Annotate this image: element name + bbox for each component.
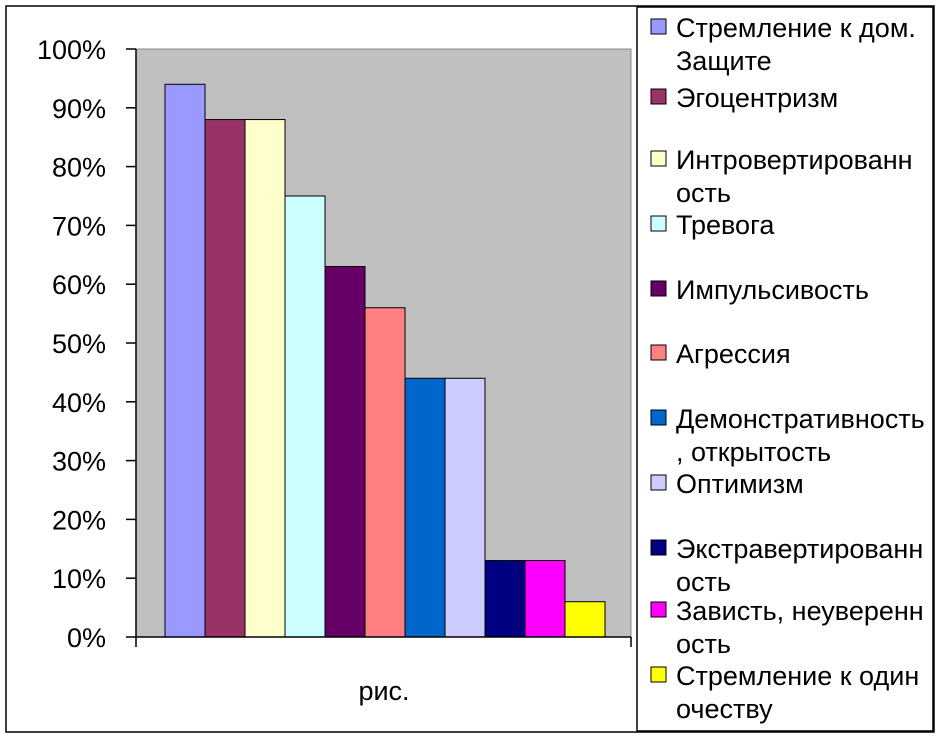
legend: Стремление к дом. Защите Эгоцентризм Интро…	[650, 13, 925, 724]
bars	[164, 83, 606, 638]
legend-label: Интровертированн ость	[676, 145, 913, 208]
bar-series-1	[164, 83, 206, 638]
legend-swatch	[650, 601, 667, 618]
y-tick-label: 10%	[52, 564, 106, 594]
legend-label: Агрессия	[676, 339, 791, 369]
legend-swatch	[650, 474, 667, 491]
bar-series-7	[404, 377, 446, 638]
y-tick-label: 60%	[52, 270, 106, 300]
legend-swatch	[650, 409, 667, 426]
legend-label: Экстравертированн ость	[676, 534, 923, 597]
x-category-label: рис.	[358, 676, 409, 706]
bar-series-3	[244, 119, 286, 638]
legend-swatch	[650, 88, 667, 105]
legend-swatch	[650, 666, 667, 683]
bar-series-10	[524, 560, 566, 638]
y-axis-ticks: 0% 10% 20% 30% 40% 50% 60% 70% 80% 90% 100%	[37, 35, 136, 653]
legend-label: Оптимизм	[676, 469, 804, 499]
legend-swatch	[650, 18, 667, 35]
legend-label: Зависть, неуверенн ость	[676, 596, 924, 659]
bar-series-2	[204, 119, 246, 638]
y-tick-label: 40%	[52, 388, 106, 418]
bar-series-4	[284, 195, 326, 638]
legend-swatch	[650, 344, 667, 361]
legend-label: Эгоцентризм	[676, 83, 838, 113]
y-tick-label: 30%	[52, 447, 106, 477]
y-tick-label: 0%	[67, 623, 106, 653]
bar-series-6	[364, 307, 406, 638]
bar-series-5	[324, 266, 366, 638]
legend-label: Стремление к дом. Защите	[676, 13, 923, 76]
legend-box	[636, 6, 934, 732]
legend-label: Тревога	[676, 210, 775, 240]
y-tick-label: 80%	[52, 153, 106, 183]
legend-swatch	[650, 539, 667, 556]
y-tick-label: 100%	[37, 35, 106, 65]
legend-swatch	[650, 150, 667, 167]
y-tick-label: 70%	[52, 211, 106, 241]
y-tick-label: 90%	[52, 94, 106, 124]
legend-label: Стремление к один очеству	[676, 661, 919, 724]
legend-swatch	[650, 215, 667, 232]
legend-label: Импульсивость	[676, 275, 869, 305]
y-tick-label: 50%	[52, 329, 106, 359]
bar-series-11	[564, 601, 606, 638]
y-tick-label: 20%	[52, 505, 106, 535]
bar-series-9	[484, 560, 526, 638]
legend-label: Демонстративность, открытость	[676, 404, 925, 467]
bar-series-8	[444, 377, 486, 638]
legend-swatch	[650, 280, 667, 297]
